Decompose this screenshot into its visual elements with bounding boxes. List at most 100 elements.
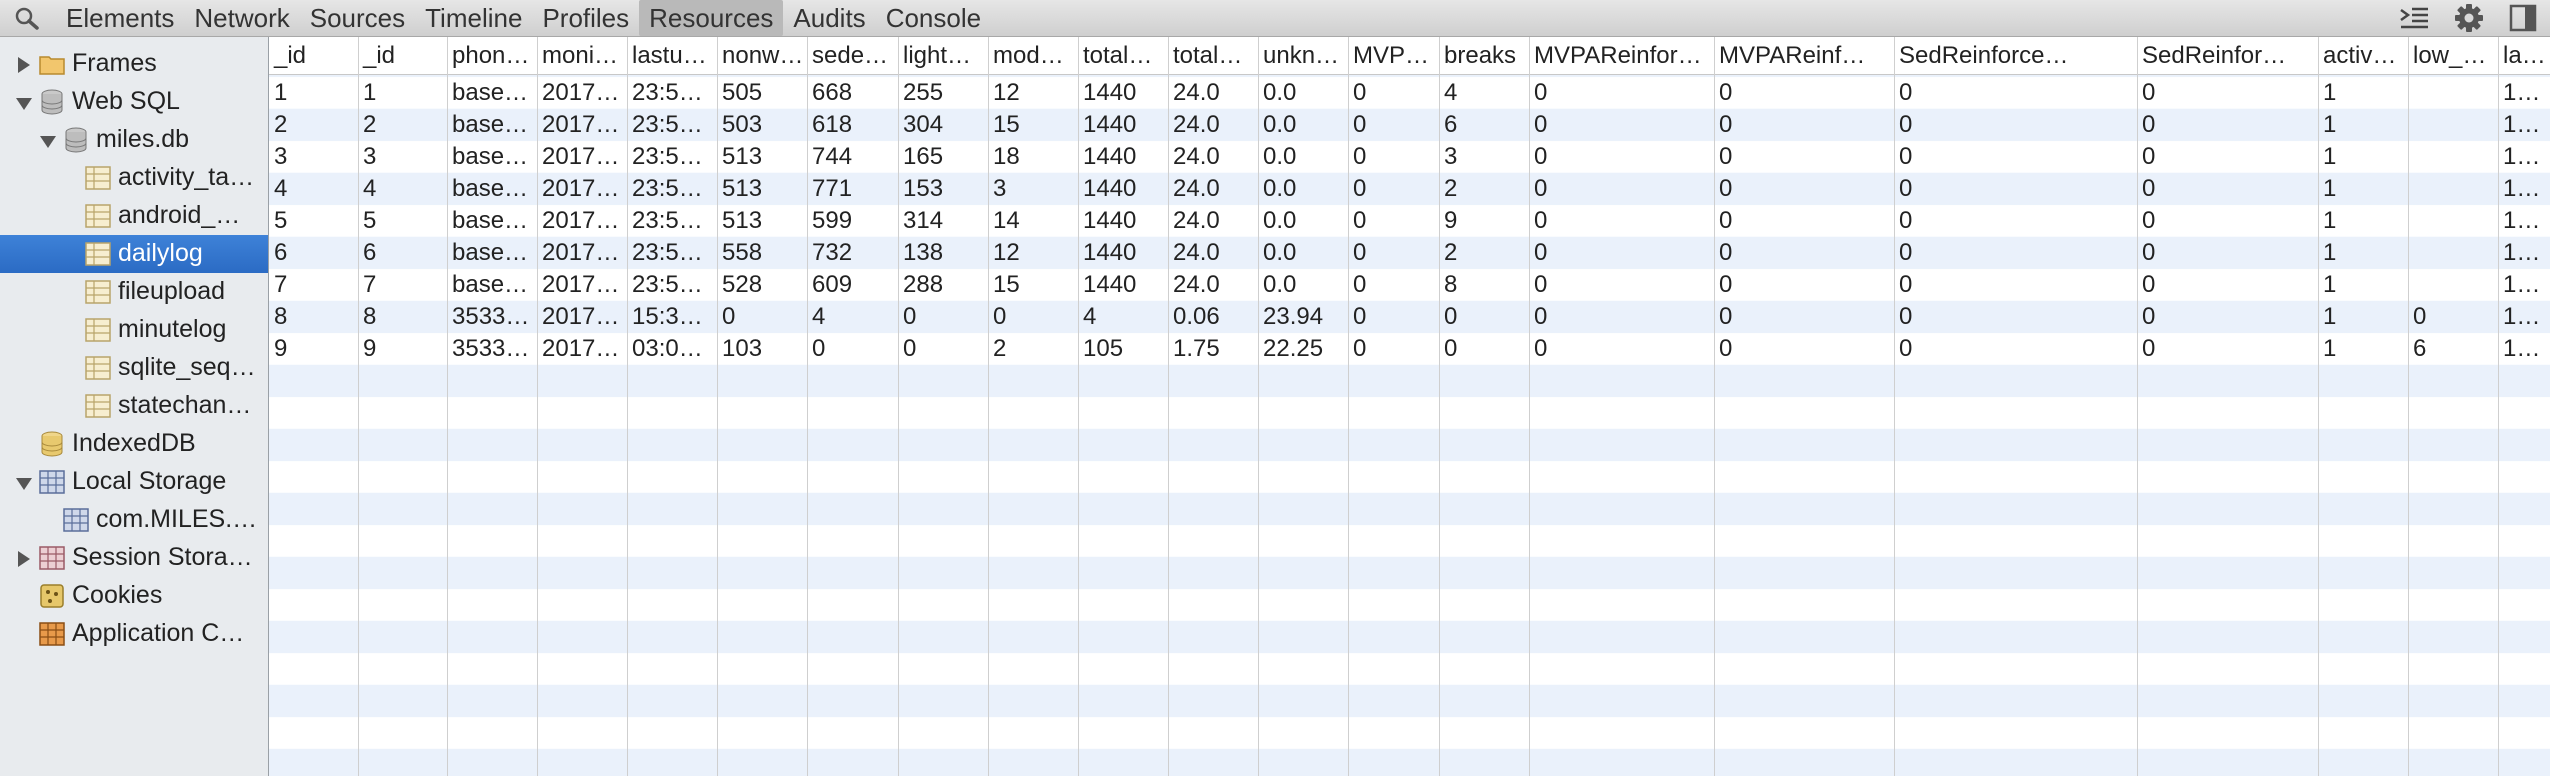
sidebar-item-android-table[interactable]: android_… <box>0 197 268 235</box>
column-header[interactable]: SedReinforce… <box>1899 42 2069 69</box>
sidebar-item-indexeddb[interactable]: IndexedDB <box>0 425 268 463</box>
sidebar-item-web-sql[interactable]: Web SQL <box>0 83 268 121</box>
table-row[interactable]: 3 3 base… 2017… 23:5… 513 744 165 18 1440 24.0 0.0 0… <box>269 141 2550 173</box>
table-cell: 15 <box>993 271 1020 298</box>
table-cell: 23:5… <box>632 143 703 170</box>
column-divider[interactable] <box>1894 37 1895 776</box>
table-row[interactable]: 5 5 base… 2017… 23:5… 513 599 314 14 1440 24.0 0.0 0… <box>269 205 2550 237</box>
column-header[interactable]: sede… <box>812 42 889 69</box>
column-divider[interactable] <box>1714 37 1715 776</box>
sidebar-item-label: com.MILES.… <box>96 505 258 533</box>
dock-icon[interactable] <box>2508 3 2538 33</box>
disclosure-triangle-icon[interactable] <box>18 57 30 73</box>
column-divider[interactable] <box>807 37 808 776</box>
disclosure-triangle-icon[interactable] <box>16 98 32 110</box>
column-header[interactable]: total… <box>1173 42 1243 69</box>
table-cell: 0.0 <box>1263 111 1297 138</box>
tab-sources[interactable]: Sources <box>309 3 406 33</box>
column-header[interactable]: moni… <box>542 42 619 69</box>
gear-icon[interactable] <box>2452 3 2486 33</box>
table-cell: 12 <box>993 239 1020 266</box>
tab-timeline[interactable]: Timeline <box>425 3 523 33</box>
column-header[interactable]: unkn… <box>1263 42 1340 69</box>
table-row[interactable]: 6 6 base… 2017… 23:5… 558 732 138 12 1440 24.0 0.0 0… <box>269 237 2550 269</box>
column-divider[interactable] <box>988 37 989 776</box>
column-header[interactable]: MVPAReinfor… <box>1534 42 1702 69</box>
sidebar-item-frames[interactable]: Frames <box>0 45 268 83</box>
column-divider[interactable] <box>898 37 899 776</box>
column-divider[interactable] <box>1078 37 1079 776</box>
column-header[interactable]: _id <box>274 42 307 69</box>
data-grid[interactable]: _id _id phon… moni… lastu… nonw… sede… light… mo… <box>269 37 2550 776</box>
column-divider[interactable] <box>358 37 359 776</box>
disclosure-triangle-icon[interactable] <box>16 478 32 490</box>
tab-elements[interactable]: Elements <box>66 3 175 33</box>
sidebar-item-dailylog[interactable]: dailylog <box>0 235 268 273</box>
table-row[interactable]: 4 4 base… 2017… 23:5… 513 771 153 3 1440 24.0 0.0 0 2… <box>269 173 2550 205</box>
column-header[interactable]: low_… <box>2413 42 2487 69</box>
table-cell: 1 <box>2323 143 2337 170</box>
sidebar-item-fileupload[interactable]: fileupload <box>0 273 268 311</box>
column-header[interactable]: lastu… <box>632 42 707 69</box>
column-header[interactable]: nonw… <box>722 42 804 69</box>
table-row[interactable]: 7 7 base… 2017… 23:5… 528 609 288 15 1440 24.0 0.0 0… <box>269 269 2550 301</box>
table-cell: 0 <box>1719 207 1733 234</box>
sidebar-item-application-cache[interactable]: Application C… <box>0 615 268 653</box>
table-row[interactable]: 9 9 3533… 2017… 03:0… 103 0 0 2 105 1.75 22.25 0 0 0 0 0… <box>269 333 2550 365</box>
search-icon[interactable] <box>14 6 42 30</box>
sidebar-item-sqlite-sequence[interactable]: sqlite_seq… <box>0 349 268 387</box>
column-divider[interactable] <box>1348 37 1349 776</box>
column-divider[interactable] <box>2318 37 2319 776</box>
column-divider[interactable] <box>717 37 718 776</box>
tab-resources[interactable]: Resources <box>639 0 784 36</box>
column-header[interactable]: total… <box>1083 42 1153 69</box>
table-cell: 744 <box>812 143 853 170</box>
column-header[interactable]: _id <box>363 42 396 69</box>
column-divider[interactable] <box>627 37 628 776</box>
sidebar-item-miles-db[interactable]: miles.db <box>0 121 268 159</box>
table-row[interactable]: 1 1 base… 2017… 23:5… 505 668 255 12 1440 24.0 0.0 0… <box>269 77 2550 109</box>
sidebar-item-cookies[interactable]: Cookies <box>0 577 268 615</box>
column-divider[interactable] <box>2408 37 2409 776</box>
column-header[interactable]: mod… <box>993 42 1064 69</box>
column-divider[interactable] <box>447 37 448 776</box>
sidebar-item-activity-table[interactable]: activity_ta… <box>0 159 268 197</box>
table-cell: 0 <box>1534 111 1548 138</box>
table-row[interactable]: 8 8 3533… 2017… 15:3… 0 4 0 0 4 0.06 23.94 0 0 0 0 0 0 1 0 1… <box>269 301 2550 333</box>
tab-console[interactable]: Console <box>885 3 982 33</box>
sidebar-item-local-storage-origin[interactable]: com.MILES.… <box>0 501 268 539</box>
column-header[interactable]: MVPAReinf… <box>1719 42 1866 69</box>
table-row[interactable]: 2 2 base… 2017… 23:5… 503 618 304 15 1440 24.0 0.0 0… <box>269 109 2550 141</box>
table-cell: 0.0 <box>1263 271 1297 298</box>
tab-network[interactable]: Network <box>194 3 290 33</box>
disclosure-triangle-icon[interactable] <box>40 136 56 148</box>
column-header[interactable]: breaks <box>1444 42 1517 69</box>
sidebar-item-session-storage[interactable]: Session Stora… <box>0 539 268 577</box>
table-cell: 0 <box>1444 303 1458 330</box>
column-divider[interactable] <box>2137 37 2138 776</box>
sidebar-item-local-storage[interactable]: Local Storage <box>0 463 268 501</box>
column-divider[interactable] <box>537 37 538 776</box>
console-drawer-icon[interactable] <box>2398 3 2432 33</box>
column-header[interactable]: activ… <box>2323 42 2397 69</box>
table-cell: 23:5… <box>632 175 703 202</box>
table-cell: 0 <box>2142 143 2156 170</box>
tab-audits[interactable]: Audits <box>793 3 866 33</box>
column-header[interactable]: phon… <box>452 42 530 69</box>
sidebar-item-minutelog[interactable]: minutelog <box>0 311 268 349</box>
column-header[interactable]: MVP… <box>1353 42 1430 69</box>
table-cell: 2017… <box>542 271 620 298</box>
tab-profiles[interactable]: Profiles <box>542 3 630 33</box>
sidebar-item-statechange[interactable]: statechan… <box>0 387 268 425</box>
column-divider[interactable] <box>1258 37 1259 776</box>
table-cell: 1489042… <box>2503 143 2550 170</box>
disclosure-triangle-icon[interactable] <box>18 551 30 567</box>
sidebar-item-label: miles.db <box>96 125 190 153</box>
column-header[interactable]: lastupdat… <box>2503 42 2550 69</box>
column-divider[interactable] <box>2498 37 2499 776</box>
column-divider[interactable] <box>1529 37 1530 776</box>
column-header[interactable]: SedReinfor… <box>2142 42 2287 69</box>
column-header[interactable]: light… <box>903 42 972 69</box>
column-divider[interactable] <box>1439 37 1440 776</box>
column-divider[interactable] <box>1168 37 1169 776</box>
